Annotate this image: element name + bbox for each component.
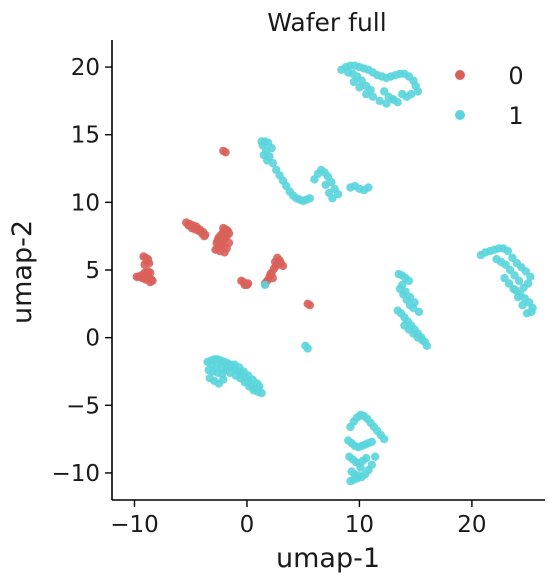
point-series-1-cluster-8-19: [492, 255, 501, 264]
x-axis-label: umap-1: [276, 543, 380, 574]
point-series-0-cluster-1-5: [144, 259, 154, 268]
point-series-1-cluster-0-33: [368, 92, 378, 102]
point-series-1-cluster-8-31: [513, 292, 523, 302]
point-series-0-cluster-3-21: [219, 223, 228, 233]
point-series-1-cluster-6-32: [219, 375, 228, 384]
point-series-1-cluster-6-37: [225, 368, 235, 377]
point-series-1-cluster-0-36: [389, 95, 398, 104]
point-series-1-cluster-2-10: [321, 180, 330, 189]
point-series-1-cluster-8-11: [526, 272, 535, 281]
point-series-1-cluster-0-38: [402, 92, 411, 102]
point-series-1-cluster-3-4: [364, 183, 373, 192]
point-series-1-cluster-7-23: [422, 341, 432, 350]
point-series-1-cluster-1-20: [305, 194, 315, 203]
point-series-1-cluster-0-30: [349, 77, 358, 87]
x-axis-ticks: −10 0 10 20: [110, 500, 487, 538]
legend-marker-0: [455, 70, 465, 80]
point-series-1-cluster-2-9: [324, 188, 334, 198]
y-tick-label: 10: [71, 190, 100, 216]
point-series-1-cluster-9-10: [380, 434, 389, 444]
point-series-1-cluster-0-31: [355, 83, 364, 92]
point-series-0-cluster-0-15: [143, 271, 153, 280]
y-tick-label: 5: [85, 258, 100, 284]
chart-title: Wafer full: [267, 8, 386, 37]
y-tick-label: −5: [66, 393, 100, 419]
y-tick-label: −10: [51, 461, 100, 487]
x-tick-label: 20: [457, 512, 486, 538]
point-series-0-cluster-3-17: [224, 238, 234, 248]
point-series-1-cluster-7-3: [404, 276, 414, 285]
point-series-0-cluster-0-14: [146, 278, 155, 287]
point-series-1-cluster-4-0: [260, 280, 270, 290]
point-series-0-cluster-6-13: [266, 269, 275, 279]
point-series-0-cluster-5-1: [221, 148, 230, 157]
x-tick-label: 10: [345, 512, 374, 538]
point-series-1-cluster-9-18: [367, 437, 376, 446]
point-series-1-cluster-5-1: [303, 344, 312, 353]
point-series-1-cluster-0-32: [362, 89, 371, 99]
x-tick-label: −10: [110, 512, 159, 538]
point-series-1-cluster-7-24: [398, 280, 407, 290]
point-series-1-cluster-8-30: [509, 284, 518, 294]
point-series-0-cluster-7-1: [305, 301, 315, 310]
point-series-1-cluster-9-31: [367, 460, 376, 469]
point-series-1-cluster-6-44: [255, 382, 264, 391]
point-series-1-cluster-8-27: [518, 301, 527, 310]
legend: 01: [455, 62, 524, 130]
point-series-1-cluster-7-27: [410, 298, 419, 307]
point-series-0-cluster-3-20: [221, 230, 230, 239]
legend-label-1: 1: [508, 102, 523, 130]
point-series-1-cluster-1-9: [268, 158, 277, 168]
point-series-0-cluster-4-4: [243, 279, 253, 288]
point-series-1-cluster-9-36: [356, 463, 365, 472]
scatter-points: [132, 61, 537, 486]
y-axis-label: umap-2: [7, 220, 38, 324]
y-tick-label: 15: [71, 123, 100, 149]
point-series-1-cluster-7-28: [414, 307, 424, 317]
y-tick-label: 20: [71, 55, 100, 81]
point-series-0-cluster-2-12: [197, 229, 207, 238]
y-tick-label: 0: [85, 326, 100, 352]
point-series-1-cluster-1-8: [265, 152, 274, 161]
legend-label-0: 0: [508, 62, 523, 90]
y-axis-ticks: −10 −5 0 5 10 15 20: [51, 55, 112, 487]
point-series-1-cluster-0-18: [413, 87, 423, 96]
point-series-1-cluster-8-6: [503, 246, 513, 256]
x-tick-label: 0: [240, 512, 255, 538]
point-series-1-cluster-9-24: [362, 453, 371, 463]
point-series-1-cluster-0-34: [375, 96, 384, 106]
point-series-0-cluster-6-11: [275, 256, 284, 265]
point-series-1-cluster-9-35: [353, 474, 362, 483]
point-series-1-cluster-8-26: [527, 307, 536, 317]
legend-marker-1: [455, 110, 465, 120]
point-series-1-cluster-0-35: [382, 99, 391, 108]
point-series-1-cluster-9-32: [371, 452, 380, 461]
point-series-0-cluster-3-16: [220, 248, 229, 257]
point-series-1-cluster-8-13: [519, 283, 528, 292]
